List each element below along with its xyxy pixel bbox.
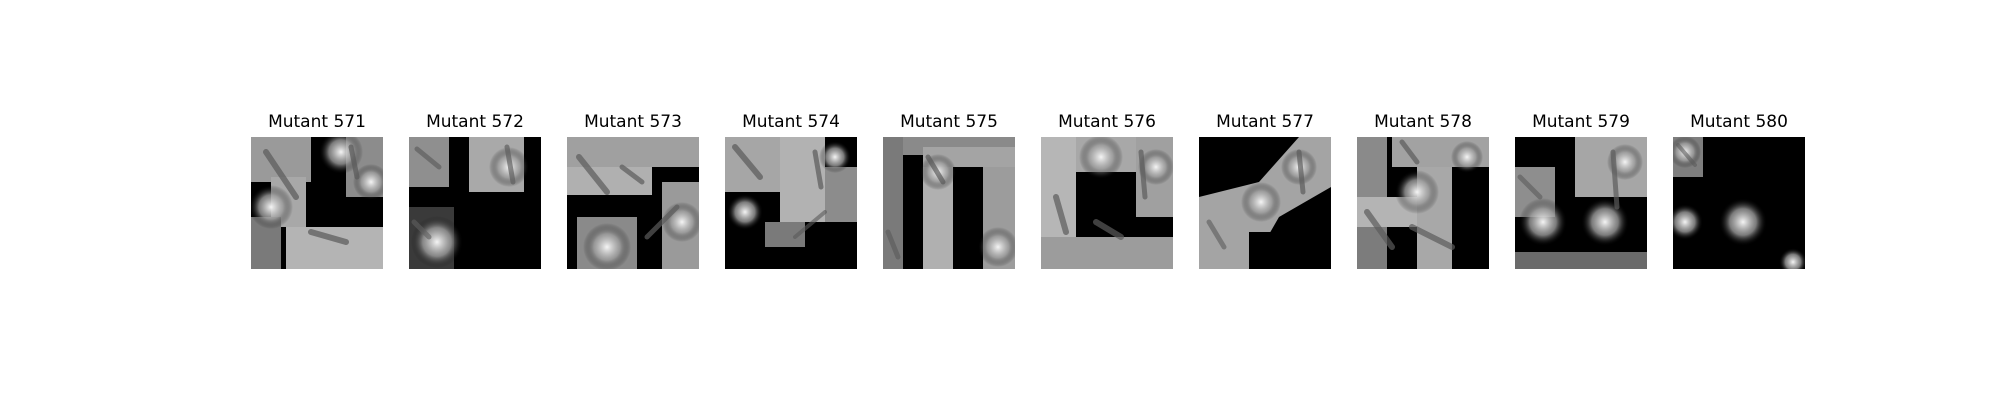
mutant-image-580 (1673, 137, 1805, 269)
mutant-panel-580: Mutant 580 (1672, 110, 1806, 272)
mutant-image-572 (409, 137, 541, 269)
mutant-panel-571: Mutant 571 (250, 110, 384, 272)
mutant-panel-576: Mutant 576 (1040, 110, 1174, 272)
mutant-panel-578: Mutant 578 (1356, 110, 1490, 272)
mutant-image-576 (1041, 137, 1173, 269)
panel-title: Mutant 580 (1690, 112, 1788, 132)
mutant-panel-577: Mutant 577 (1198, 110, 1332, 272)
panel-title: Mutant 578 (1374, 112, 1472, 132)
mutant-image-577 (1199, 137, 1331, 269)
mutant-panel-579: Mutant 579 (1514, 110, 1648, 272)
mutant-image-571 (251, 137, 383, 269)
mutant-panel-573: Mutant 573 (566, 110, 700, 272)
panel-title: Mutant 576 (1058, 112, 1156, 132)
mutant-image-579 (1515, 137, 1647, 269)
panel-title: Mutant 572 (426, 112, 524, 132)
mutant-image-575 (883, 137, 1015, 269)
panel-title: Mutant 573 (584, 112, 682, 132)
mutant-image-578 (1357, 137, 1489, 269)
panel-title: Mutant 577 (1216, 112, 1314, 132)
mutant-panel-574: Mutant 574 (724, 110, 858, 272)
mutant-image-573 (567, 137, 699, 269)
mutant-panel-572: Mutant 572 (408, 110, 542, 272)
panel-title: Mutant 571 (268, 112, 366, 132)
panel-title: Mutant 574 (742, 112, 840, 132)
panel-title: Mutant 579 (1532, 112, 1630, 132)
mutant-image-574 (725, 137, 857, 269)
mutant-panel-575: Mutant 575 (882, 110, 1016, 272)
panel-title: Mutant 575 (900, 112, 998, 132)
